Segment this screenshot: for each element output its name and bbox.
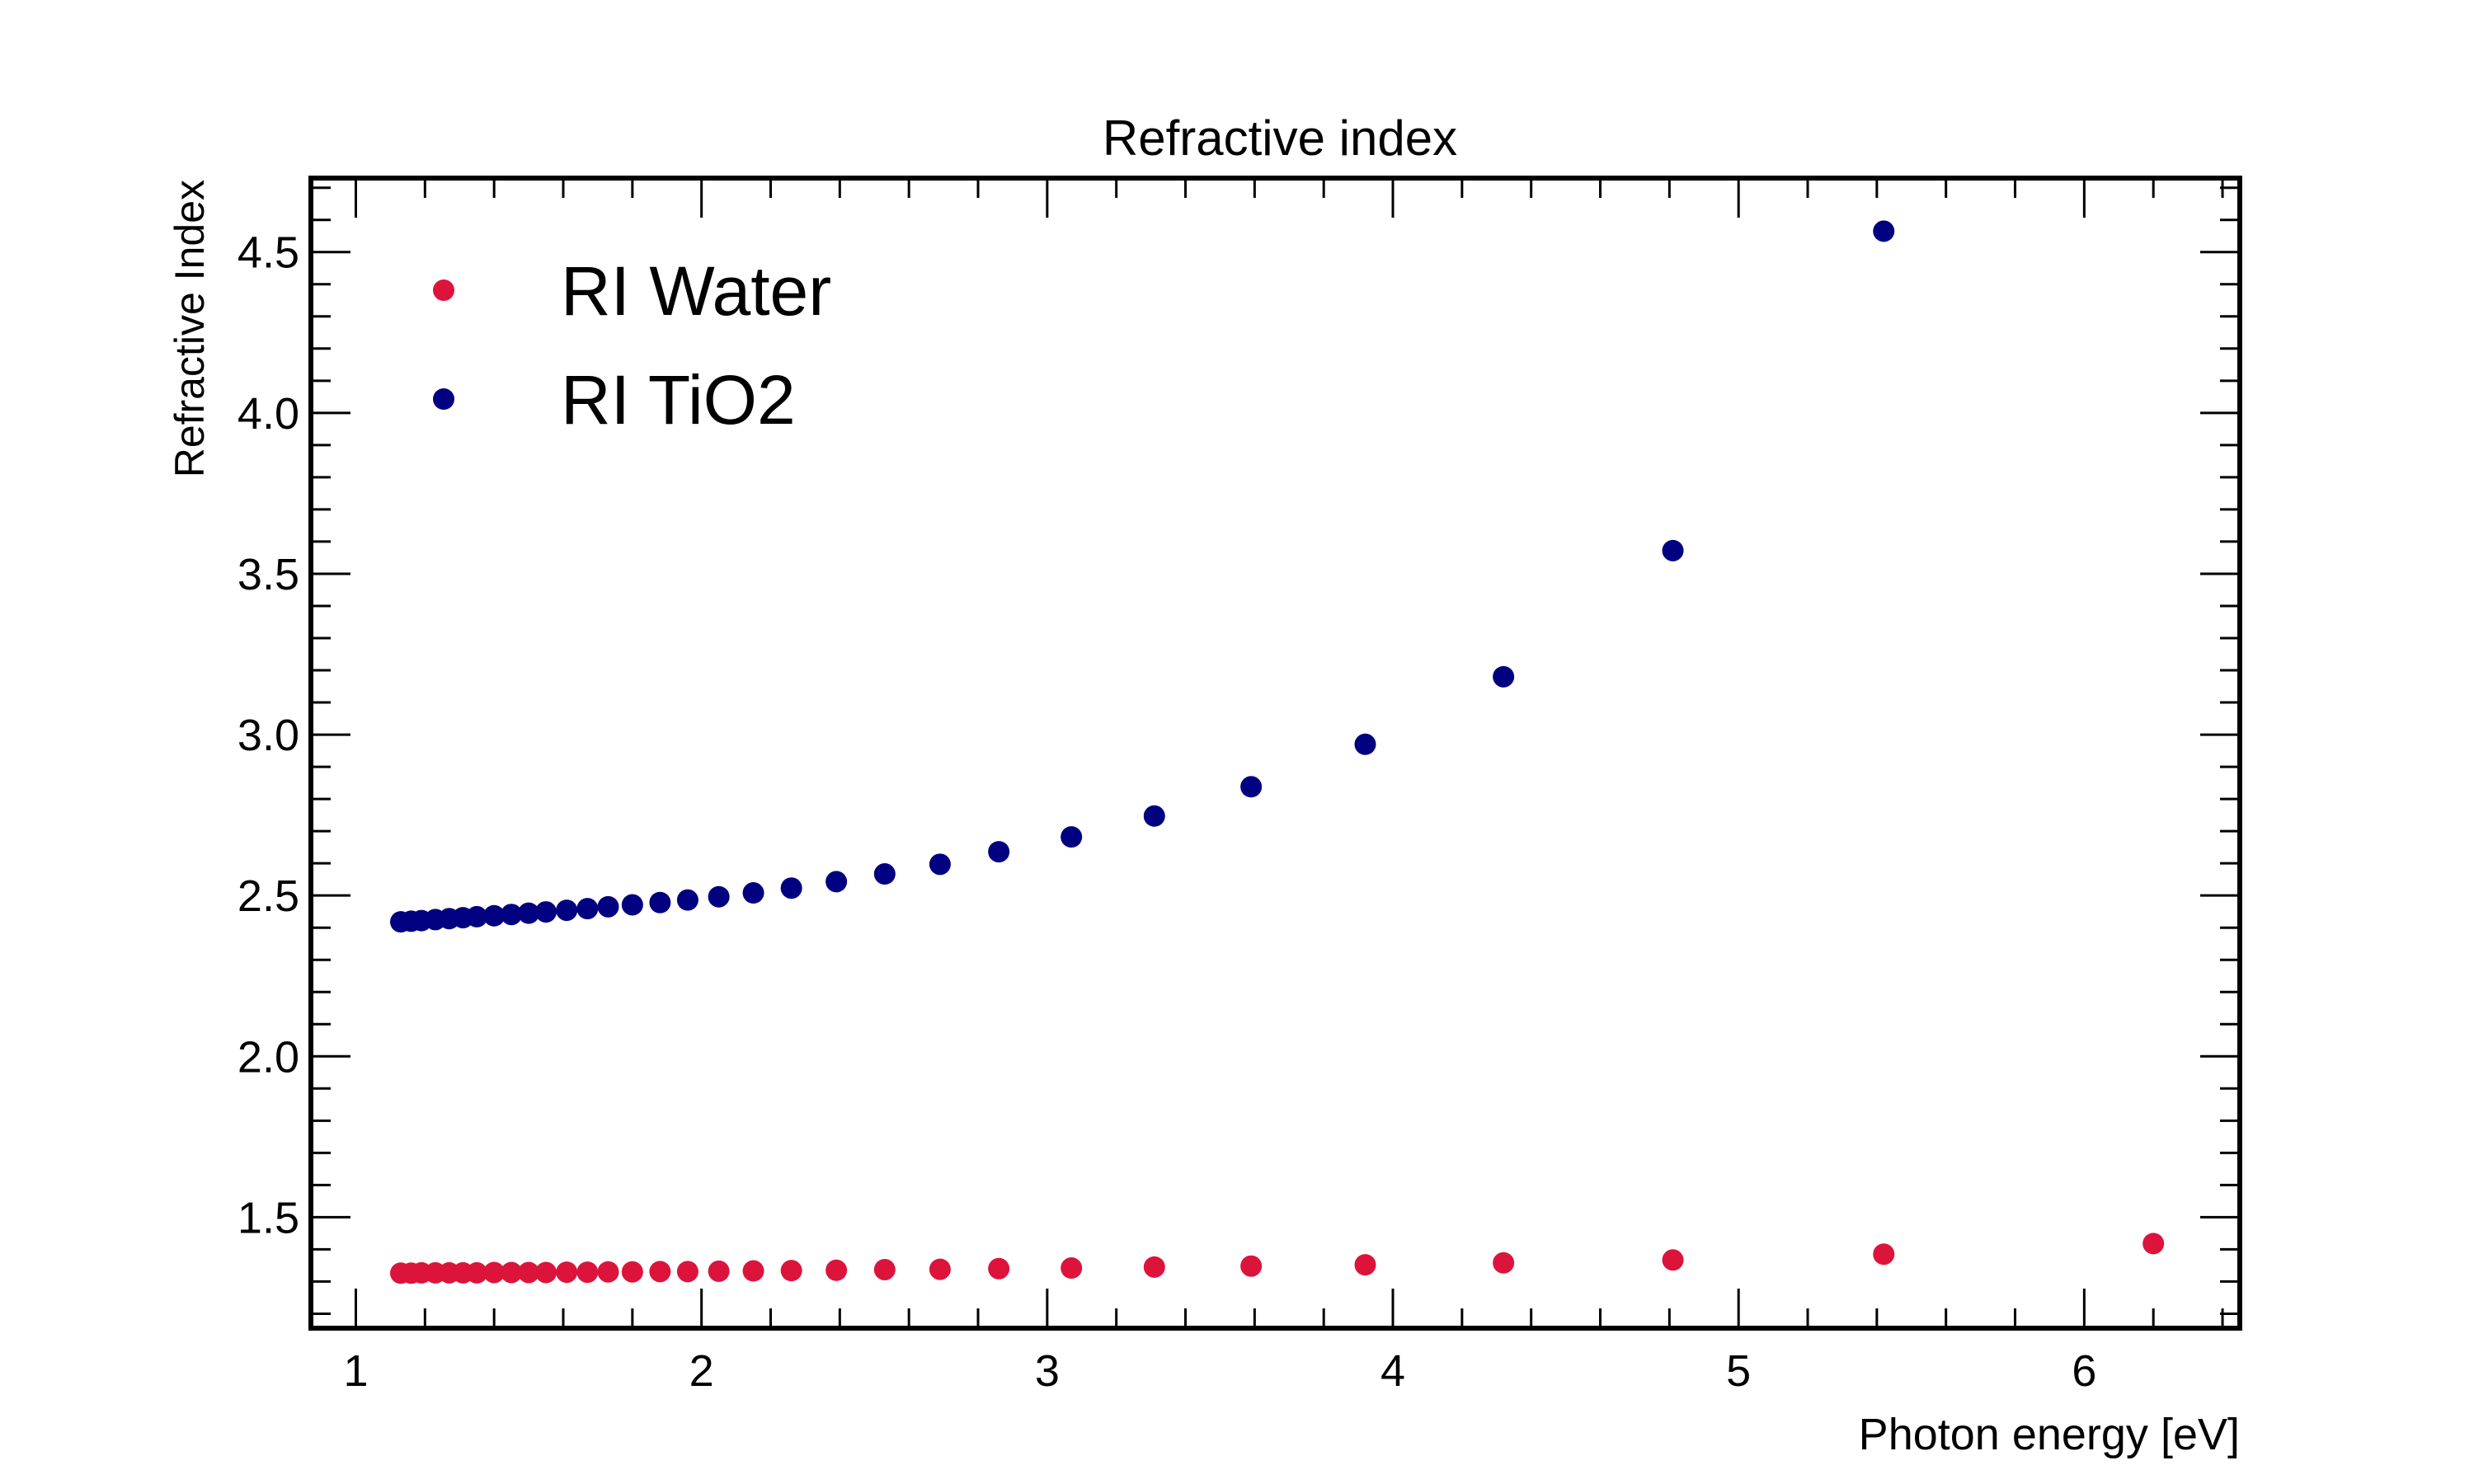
point-ri-water [597,1261,619,1283]
point-ri-tio2 [621,894,643,916]
x-tick-label: 4 [1380,1346,1405,1396]
y-tick-label: 4.5 [238,228,299,278]
point-ri-tio2 [556,899,578,922]
point-ri-water [2142,1233,2165,1255]
point-ri-tio2 [1662,539,1684,561]
legend: RI Water RI TiO2 [433,252,831,439]
y-tick-label: 3.5 [238,550,299,599]
point-ri-tio2 [501,904,523,926]
chart-title: Refractive index [1103,110,1457,166]
point-ri-water [466,1261,488,1284]
y-tick-label: 1.5 [238,1193,299,1242]
point-ri-water [929,1258,951,1280]
point-ri-water [988,1257,1010,1280]
point-ri-water [825,1259,848,1281]
x-tick-label: 2 [689,1346,714,1396]
point-ri-water [1873,1243,1895,1266]
point-ri-tio2 [535,901,557,923]
y-tick-label: 2.0 [238,1032,299,1082]
point-ri-tio2 [988,841,1010,863]
plot-frame [308,176,2242,1331]
point-ri-water [1354,1254,1376,1276]
point-ri-water [873,1258,896,1280]
point-ri-tio2 [483,904,506,927]
legend-marker-ri-water [433,279,454,301]
point-ri-tio2 [825,871,848,893]
point-ri-tio2 [576,898,599,920]
point-ri-water [1143,1256,1165,1278]
y-tick-label: 4.0 [238,389,299,439]
point-ri-tio2 [466,905,488,928]
point-ri-tio2 [1873,220,1895,242]
point-ri-water [518,1261,540,1284]
point-ri-water [576,1261,599,1284]
point-ri-water [483,1261,506,1284]
legend-label-ri-water: RI Water [561,252,831,330]
point-ri-water [1061,1257,1083,1280]
point-ri-water [556,1261,578,1284]
point-ri-tio2 [873,863,896,885]
data-points [389,220,2165,1284]
point-ri-tio2 [1061,826,1083,848]
point-ri-water [1662,1249,1684,1271]
point-ri-tio2 [929,853,951,876]
point-ri-water [501,1261,523,1284]
point-ri-tio2 [708,885,730,908]
point-ri-tio2 [1143,805,1165,827]
x-axis-label: Photon energy [eV] [1859,1410,2240,1459]
point-ri-tio2 [1354,733,1376,755]
legend-label-ri-tio2: RI TiO2 [561,361,796,439]
y-axis-label: Refractive Index [167,180,213,477]
point-ri-tio2 [1493,665,1515,688]
x-tick-label: 1 [343,1346,368,1396]
y-tick-label: 3.0 [238,711,299,760]
y-tick-label: 2.5 [238,871,299,921]
point-ri-tio2 [1240,776,1263,798]
point-ri-water [708,1260,730,1282]
point-ri-water [535,1261,557,1284]
point-ri-tio2 [742,882,764,904]
x-tick-label: 6 [2072,1346,2096,1396]
point-ri-water [649,1261,671,1283]
point-ri-water [780,1260,802,1282]
point-ri-water [621,1261,643,1283]
tick-labels: 1 2 3 4 5 6 1.5 2.0 2.5 3.0 3.5 4.0 4.5 [238,228,2096,1396]
point-ri-tio2 [649,891,671,913]
legend-marker-ri-tio2 [433,388,454,410]
point-ri-water [676,1261,698,1283]
axis-ticks [311,178,2240,1328]
x-tick-label: 5 [1726,1346,1751,1396]
point-ri-tio2 [597,895,619,918]
point-ri-water [1240,1255,1263,1277]
point-ri-tio2 [518,902,540,924]
point-ri-water [1493,1252,1515,1274]
point-ri-water [742,1260,764,1282]
point-ri-tio2 [780,877,802,899]
point-ri-tio2 [676,889,698,911]
x-tick-label: 3 [1035,1346,1060,1396]
